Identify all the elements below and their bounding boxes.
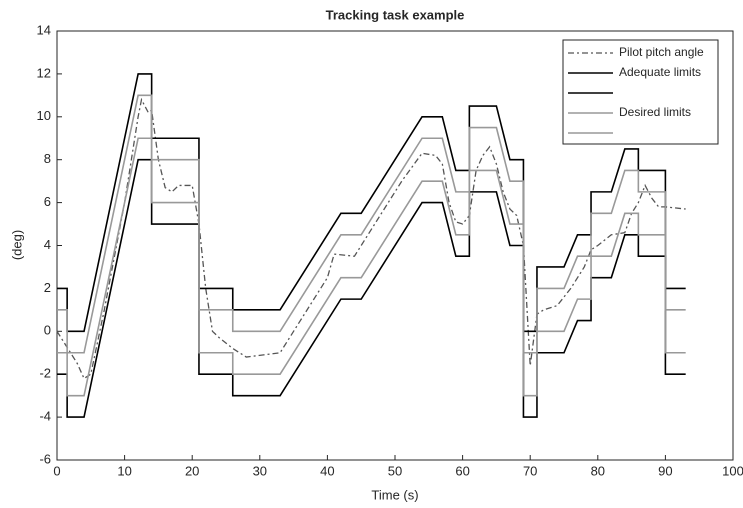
x-tick-label: 40 [320,463,334,478]
x-tick-label: 0 [53,463,60,478]
y-tick-label: 8 [44,151,51,166]
y-axis-label: (deg) [9,230,24,260]
y-tick-label: 0 [44,323,51,338]
x-tick-label: 50 [388,463,402,478]
x-tick-label: 90 [658,463,672,478]
series-line [57,137,686,397]
y-tick-label: 6 [44,194,51,209]
legend-box [562,39,719,145]
x-tick-label: 20 [185,463,199,478]
y-tick-label: -6 [39,451,51,466]
y-tick-label: -2 [39,366,51,381]
y-tick-label: 12 [37,65,51,80]
x-axis-label: Time (s) [371,487,418,502]
y-tick-label: 2 [44,280,51,295]
legend-label: Pilot pitch angle [619,45,704,59]
x-tick-label: 80 [591,463,605,478]
chart-title: Tracking task example [326,7,465,22]
x-tick-label: 70 [523,463,537,478]
y-tick-label: 14 [37,22,51,37]
x-tick-label: 100 [722,463,743,478]
legend-label: Adequate limits [619,65,701,79]
y-tick-label: -4 [39,409,51,424]
x-tick-label: 30 [253,463,267,478]
y-tick-label: 10 [37,108,51,123]
x-tick-label: 60 [455,463,469,478]
y-tick-label: 4 [44,237,51,252]
legend-label: Desired limits [619,105,691,119]
x-tick-label: 10 [117,463,131,478]
